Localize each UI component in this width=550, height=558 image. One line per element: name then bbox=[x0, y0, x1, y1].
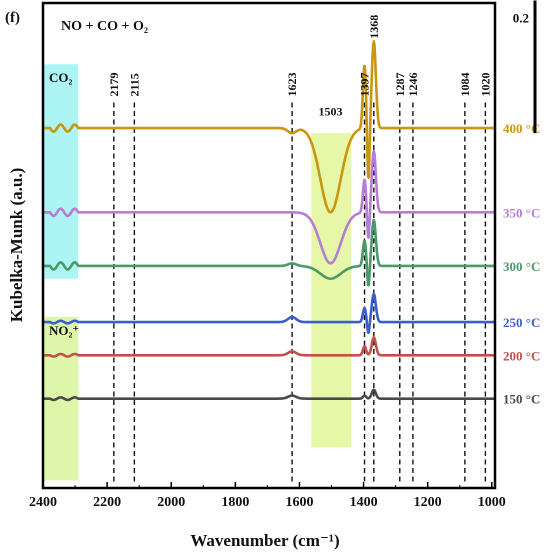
peak-label-1368: 1368 bbox=[367, 15, 381, 39]
peak-labels: CO₂ NO₂⁺ 1503 2179 2115 1623 1397 1368 1287 1246 1… bbox=[49, 15, 492, 338]
x-tick-label: 2000 bbox=[157, 495, 185, 510]
temp-label-200C: 200 °C bbox=[503, 348, 540, 363]
series-400C bbox=[42, 40, 496, 214]
x-tick-label: 2200 bbox=[93, 495, 121, 510]
peak-label-2179: 2179 bbox=[107, 73, 121, 97]
series-300C bbox=[42, 218, 496, 287]
x-tick-label: 1400 bbox=[350, 495, 378, 510]
chart-title: NO + CO + O₂ bbox=[61, 19, 148, 34]
peak-label-1287: 1287 bbox=[393, 73, 407, 97]
peak-label-1246: 1246 bbox=[406, 73, 420, 97]
peak-label-1397: 1397 bbox=[358, 73, 372, 97]
y-axis-title: Kubelka-Munk (a.u.) bbox=[7, 168, 26, 322]
highlight-bands bbox=[43, 64, 352, 481]
temperature-labels: 150 °C 200 °C 250 °C 300 °C 350 °C 400 °C bbox=[503, 121, 540, 407]
no2-plus-label: NO₂⁺ bbox=[49, 323, 79, 338]
x-tick-label: 2400 bbox=[29, 495, 57, 510]
x-axis-ticks: 2400 2200 2000 1800 1600 1400 1200 1000 bbox=[29, 482, 506, 510]
x-axis-title: Wavenumber (cm⁻¹) bbox=[190, 531, 339, 550]
x-tick-label: 1600 bbox=[285, 495, 313, 510]
band-1503-label: 1503 bbox=[319, 104, 343, 118]
series-250C bbox=[42, 292, 496, 334]
temp-label-400C: 400 °C bbox=[503, 121, 540, 136]
co2-label: CO₂ bbox=[49, 70, 73, 85]
band-3 bbox=[311, 133, 352, 448]
peak-label-1084: 1084 bbox=[458, 73, 472, 97]
temp-label-150C: 150 °C bbox=[503, 392, 540, 407]
x-tick-label: 1800 bbox=[221, 495, 249, 510]
peak-label-1020: 1020 bbox=[478, 73, 492, 97]
panel-label: (f) bbox=[5, 10, 20, 26]
scale-bar: 0.2 bbox=[513, 0, 537, 134]
peak-label-2115: 2115 bbox=[127, 73, 141, 96]
x-tick-label: 1200 bbox=[414, 495, 442, 510]
peak-label-1623: 1623 bbox=[285, 73, 299, 97]
scale-bar-label: 0.2 bbox=[513, 10, 529, 25]
temp-label-250C: 250 °C bbox=[503, 315, 540, 330]
temp-label-350C: 350 °C bbox=[503, 205, 540, 220]
peak-reference-lines bbox=[113, 102, 487, 485]
series-200C bbox=[42, 336, 496, 358]
series-150C bbox=[42, 388, 496, 402]
band-1 bbox=[43, 64, 79, 279]
temp-label-300C: 300 °C bbox=[503, 259, 540, 274]
spectra-series bbox=[42, 40, 496, 402]
plot-frame bbox=[41, 1, 497, 490]
x-tick-label: 1000 bbox=[478, 495, 506, 510]
series-350C bbox=[42, 149, 496, 265]
